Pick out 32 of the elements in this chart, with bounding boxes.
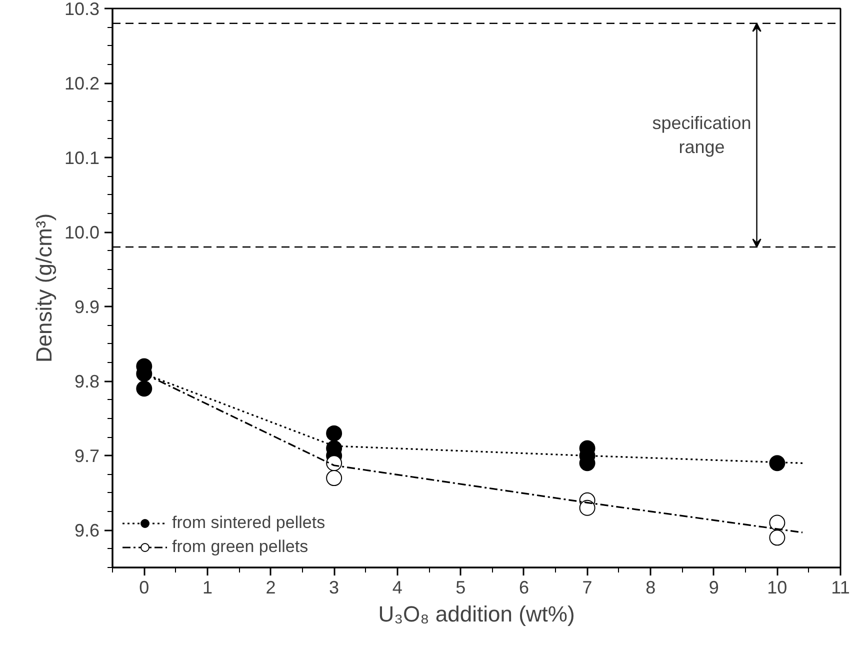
x-tick-label: 8: [646, 578, 656, 598]
legend-label: from green pellets: [172, 537, 308, 557]
y-tick-label: 10.3: [64, 0, 100, 19]
y-axis-title: Density (g/cm³): [31, 213, 56, 363]
y-tick-label: 9.9: [74, 297, 100, 318]
x-tick-label: 3: [329, 578, 340, 598]
x-tick-label: 2: [266, 578, 276, 598]
legend-label: from sintered pellets: [172, 513, 326, 533]
y-tick-label: 10.2: [64, 74, 100, 94]
point: [769, 455, 786, 472]
x-tick-label: 5: [456, 578, 466, 598]
x-tick-label: 7: [582, 578, 592, 598]
x-axis-title: U₃O₈ addition (wt%): [378, 602, 575, 626]
y-tick-label: 10.1: [64, 148, 100, 168]
x-tick-label: 6: [518, 578, 529, 598]
y-tick-label: 9.8: [74, 372, 100, 392]
point: [579, 500, 596, 516]
x-tick-label: 11: [831, 578, 850, 598]
x-tick-label: 1: [202, 578, 212, 598]
point: [326, 455, 342, 472]
point: [326, 470, 342, 486]
x-tick-label: 9: [708, 578, 719, 598]
x-tick-label: 0: [139, 578, 150, 598]
point: [769, 530, 786, 546]
annotation: specification range: [652, 113, 752, 158]
point: [326, 425, 342, 442]
y-tick-label: 9.7: [74, 446, 100, 466]
point: [136, 380, 152, 397]
x-tick-label: 10: [767, 578, 788, 598]
y-tick-label: 9.6: [74, 520, 100, 541]
y-tick-label: 10.0: [64, 222, 100, 243]
x-tick-label: 4: [392, 578, 402, 598]
